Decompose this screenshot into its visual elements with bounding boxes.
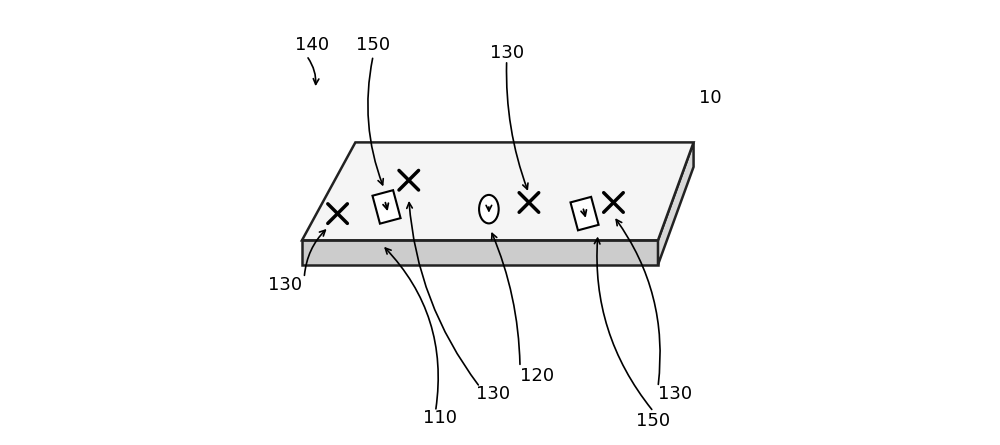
Polygon shape — [658, 142, 694, 265]
Text: 110: 110 — [423, 409, 457, 427]
Text: 130: 130 — [268, 276, 302, 294]
Text: 140: 140 — [295, 36, 329, 53]
Text: 130: 130 — [490, 44, 524, 62]
Text: 150: 150 — [356, 36, 390, 53]
Text: 120: 120 — [520, 367, 554, 385]
Polygon shape — [372, 190, 401, 224]
Text: 10: 10 — [699, 89, 722, 107]
Ellipse shape — [479, 195, 499, 223]
Polygon shape — [570, 197, 599, 231]
Polygon shape — [302, 142, 694, 240]
Polygon shape — [302, 240, 658, 265]
Text: 150: 150 — [636, 412, 671, 429]
Text: 130: 130 — [658, 385, 692, 403]
Text: 130: 130 — [476, 385, 510, 403]
